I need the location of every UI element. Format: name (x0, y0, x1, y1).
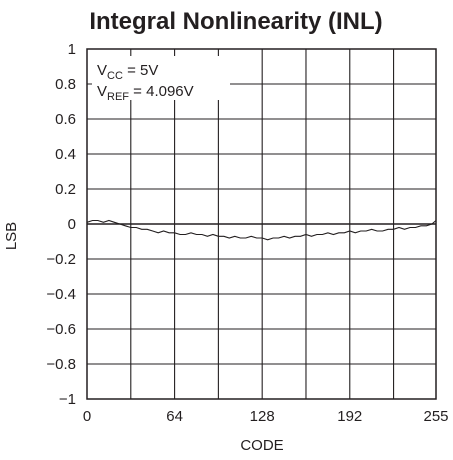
y-tick-label: 0.6 (55, 111, 76, 128)
inl-series-line (86, 219, 437, 241)
y-tick-label: 0 (68, 216, 76, 233)
x-tick-label: 192 (337, 408, 362, 425)
x-axis-label: CODE (240, 437, 283, 454)
plot-frame (86, 48, 437, 400)
plot-grid (87, 49, 436, 399)
annotation-background (92, 56, 230, 100)
vcc-annotation: VCC = 5V (97, 62, 158, 82)
chart-title: Integral Nonlinearity (INL) (89, 8, 382, 35)
y-tick-label: 0.8 (55, 76, 76, 93)
y-axis-label: LSB (3, 222, 20, 250)
x-tick-label: 255 (423, 408, 448, 425)
x-tick-label: 64 (166, 408, 183, 425)
vref-annotation: VREF = 4.096V (97, 83, 194, 103)
x-tick-label: 0 (83, 408, 91, 425)
y-tick-label: −0.8 (46, 356, 76, 373)
y-tick-labels: 1 0.8 0.6 0.4 0.2 0 −0.2 −0.4 −0.6 −0.8 −1 (46, 41, 76, 408)
y-tick-label: 0.2 (55, 181, 76, 198)
y-tick-label: −0.6 (46, 321, 76, 338)
y-tick-label: 1 (68, 41, 76, 58)
x-tick-label: 128 (250, 408, 275, 425)
y-tick-label: 0.4 (55, 146, 76, 163)
y-tick-label: −0.4 (46, 286, 76, 303)
y-tick-label: −0.2 (46, 251, 76, 268)
x-tick-labels: 0 64 128 192 255 (83, 408, 449, 425)
y-tick-label: −1 (59, 391, 76, 408)
